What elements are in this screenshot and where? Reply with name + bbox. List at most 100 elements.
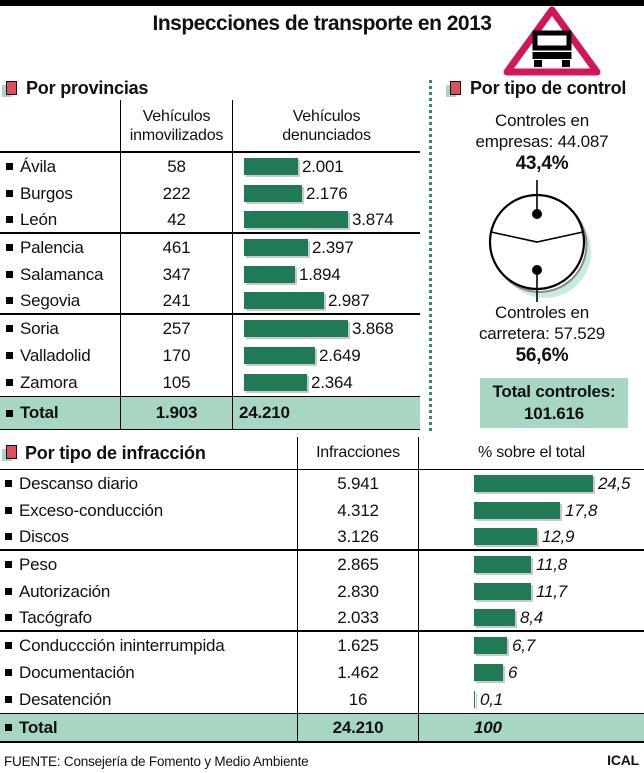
- percent-value: 8,4: [520, 607, 544, 627]
- square-bullet-icon: [6, 163, 13, 170]
- percent-value: 24,5: [598, 473, 631, 493]
- percent-cell: 12,9: [418, 524, 644, 549]
- percent-bar: [474, 609, 515, 626]
- carretera-percent: 56,6%: [515, 345, 569, 366]
- square-bullet-icon: [5, 696, 12, 703]
- section-control-title: Por tipo de control: [470, 78, 627, 98]
- percent-bar: [474, 691, 475, 708]
- infraction-count: 2.830: [297, 578, 418, 605]
- denunciados-bar: [244, 292, 324, 309]
- denunciados-cell: 2.176: [232, 180, 420, 207]
- province-name: Palencia: [20, 237, 84, 257]
- infraction-name: Documentación: [19, 662, 135, 682]
- denunciados-bar: [244, 266, 295, 283]
- truck-warning-triangle-icon: [503, 6, 601, 76]
- denunciados-value: 2.176: [306, 183, 348, 203]
- percent-cell: 11,7: [418, 578, 644, 605]
- square-bullet-icon: [5, 614, 12, 621]
- infraction-count: 2.033: [297, 605, 418, 630]
- infraction-name-cell: Documentación: [0, 659, 297, 686]
- dotted-section-divider: [429, 80, 432, 432]
- table-row: Tacógrafo 2.033 8,4: [0, 605, 644, 632]
- inmovilizados-value: 170: [120, 342, 232, 369]
- percent-value: 0,1: [480, 689, 504, 709]
- total-count: 24.210: [297, 714, 418, 741]
- infraction-name: Conduccción ininterrumpida: [19, 635, 225, 655]
- province-name: León: [20, 209, 58, 229]
- section-provincias-header: Por provincias: [2, 78, 148, 99]
- denunciados-value: 3.868: [352, 318, 394, 338]
- infraction-count: 1.462: [297, 659, 418, 686]
- total-label-cell: Total: [0, 397, 120, 429]
- square-bullet-icon: [6, 271, 13, 278]
- denunciados-bar: [244, 374, 307, 391]
- percent-bar: [474, 556, 531, 573]
- agency-credit: ICAL: [607, 752, 639, 768]
- province-name-cell: Salamanca: [0, 261, 120, 288]
- province-name: Soria: [20, 318, 59, 338]
- square-bullet-icon: [6, 216, 13, 223]
- percent-value: 6,7: [512, 635, 536, 655]
- total-controles-box: Total controles: 101.616: [480, 378, 628, 428]
- denunciados-value: 1.894: [299, 264, 341, 284]
- percent-cell: 17,8: [418, 497, 644, 524]
- infraction-count: 3.126: [297, 524, 418, 549]
- empresas-label: Controles en empresas: 44.087: [475, 111, 609, 151]
- table-row: Discos 3.126 12,9: [0, 524, 644, 551]
- inmovilizados-value: 42: [120, 207, 232, 232]
- table-row: Desatención 16 0,1: [0, 686, 644, 713]
- infraction-name: Exceso-conducción: [19, 500, 164, 520]
- provinces-total-row: Total 1.903 24.210: [0, 396, 420, 430]
- infraction-name-cell: Peso: [0, 551, 297, 578]
- infraction-count: 2.865: [297, 551, 418, 578]
- denunciados-cell: 2.987: [232, 288, 420, 313]
- denunciados-cell: 2.397: [232, 234, 420, 261]
- square-bullet-icon: [6, 379, 13, 386]
- province-name-cell: Soria: [0, 315, 120, 342]
- provinces-table: Vehículos inmovilizados Vehículos denunc…: [0, 100, 420, 430]
- infraction-name-cell: Descanso diario: [0, 470, 297, 497]
- percent-bar: [474, 475, 593, 492]
- percent-bar: [474, 528, 537, 545]
- table-row: Soria 257 3.868: [0, 315, 420, 342]
- col-header-infracciones: Infracciones: [297, 437, 418, 469]
- denunciados-value: 2.001: [302, 156, 344, 176]
- infractions-header-row: Por tipo de infracción Infracciones % so…: [0, 437, 644, 470]
- square-bullet-icon: [5, 507, 12, 514]
- square-bullet-icon: [6, 325, 13, 332]
- empty-header-cell: [0, 100, 120, 151]
- percent-bar: [474, 637, 507, 654]
- percent-cell: 24,5: [418, 470, 644, 497]
- table-row: Palencia 461 2.397: [0, 234, 420, 261]
- denunciados-bar: [244, 239, 308, 256]
- denunciados-value: 2.364: [311, 372, 353, 392]
- control-pie-chart: [488, 180, 591, 302]
- province-name: Burgos: [20, 183, 73, 203]
- empresas-percent: 43,4%: [515, 153, 569, 174]
- square-bullet-icon: [5, 642, 12, 649]
- provinces-header-row: Vehículos inmovilizados Vehículos denunc…: [0, 100, 420, 153]
- infraction-name: Discos: [19, 526, 69, 546]
- infraction-name-cell: Desatención: [0, 686, 297, 713]
- infractions-total-row: Total 24.210 100: [0, 713, 644, 743]
- denunciados-cell: 3.874: [232, 207, 420, 232]
- province-name: Ávila: [20, 156, 56, 176]
- infraction-name: Tacógrafo: [19, 607, 92, 627]
- col-header-denunciados: Vehículos denunciados: [232, 100, 420, 151]
- infraction-name: Descanso diario: [19, 473, 138, 493]
- infractions-table: Por tipo de infracción Infracciones % so…: [0, 437, 644, 743]
- section-infraccion-title: Por tipo de infracción: [25, 442, 206, 463]
- section-bullet-icon: [2, 80, 18, 97]
- inmovilizados-value: 105: [120, 369, 232, 396]
- total-percent: 100: [418, 714, 644, 741]
- total-label-cell: Total: [0, 714, 297, 741]
- section-bullet-icon: [2, 445, 18, 461]
- table-row: Documentación 1.462 6: [0, 659, 644, 686]
- infraction-name: Autorización: [19, 581, 111, 601]
- denunciados-bar: [244, 347, 315, 364]
- province-name-cell: Valladolid: [0, 342, 120, 369]
- table-row: Peso 2.865 11,8: [0, 551, 644, 578]
- province-name: Zamora: [20, 372, 78, 392]
- percent-bar: [474, 583, 531, 600]
- table-row: Salamanca 347 1.894: [0, 261, 420, 288]
